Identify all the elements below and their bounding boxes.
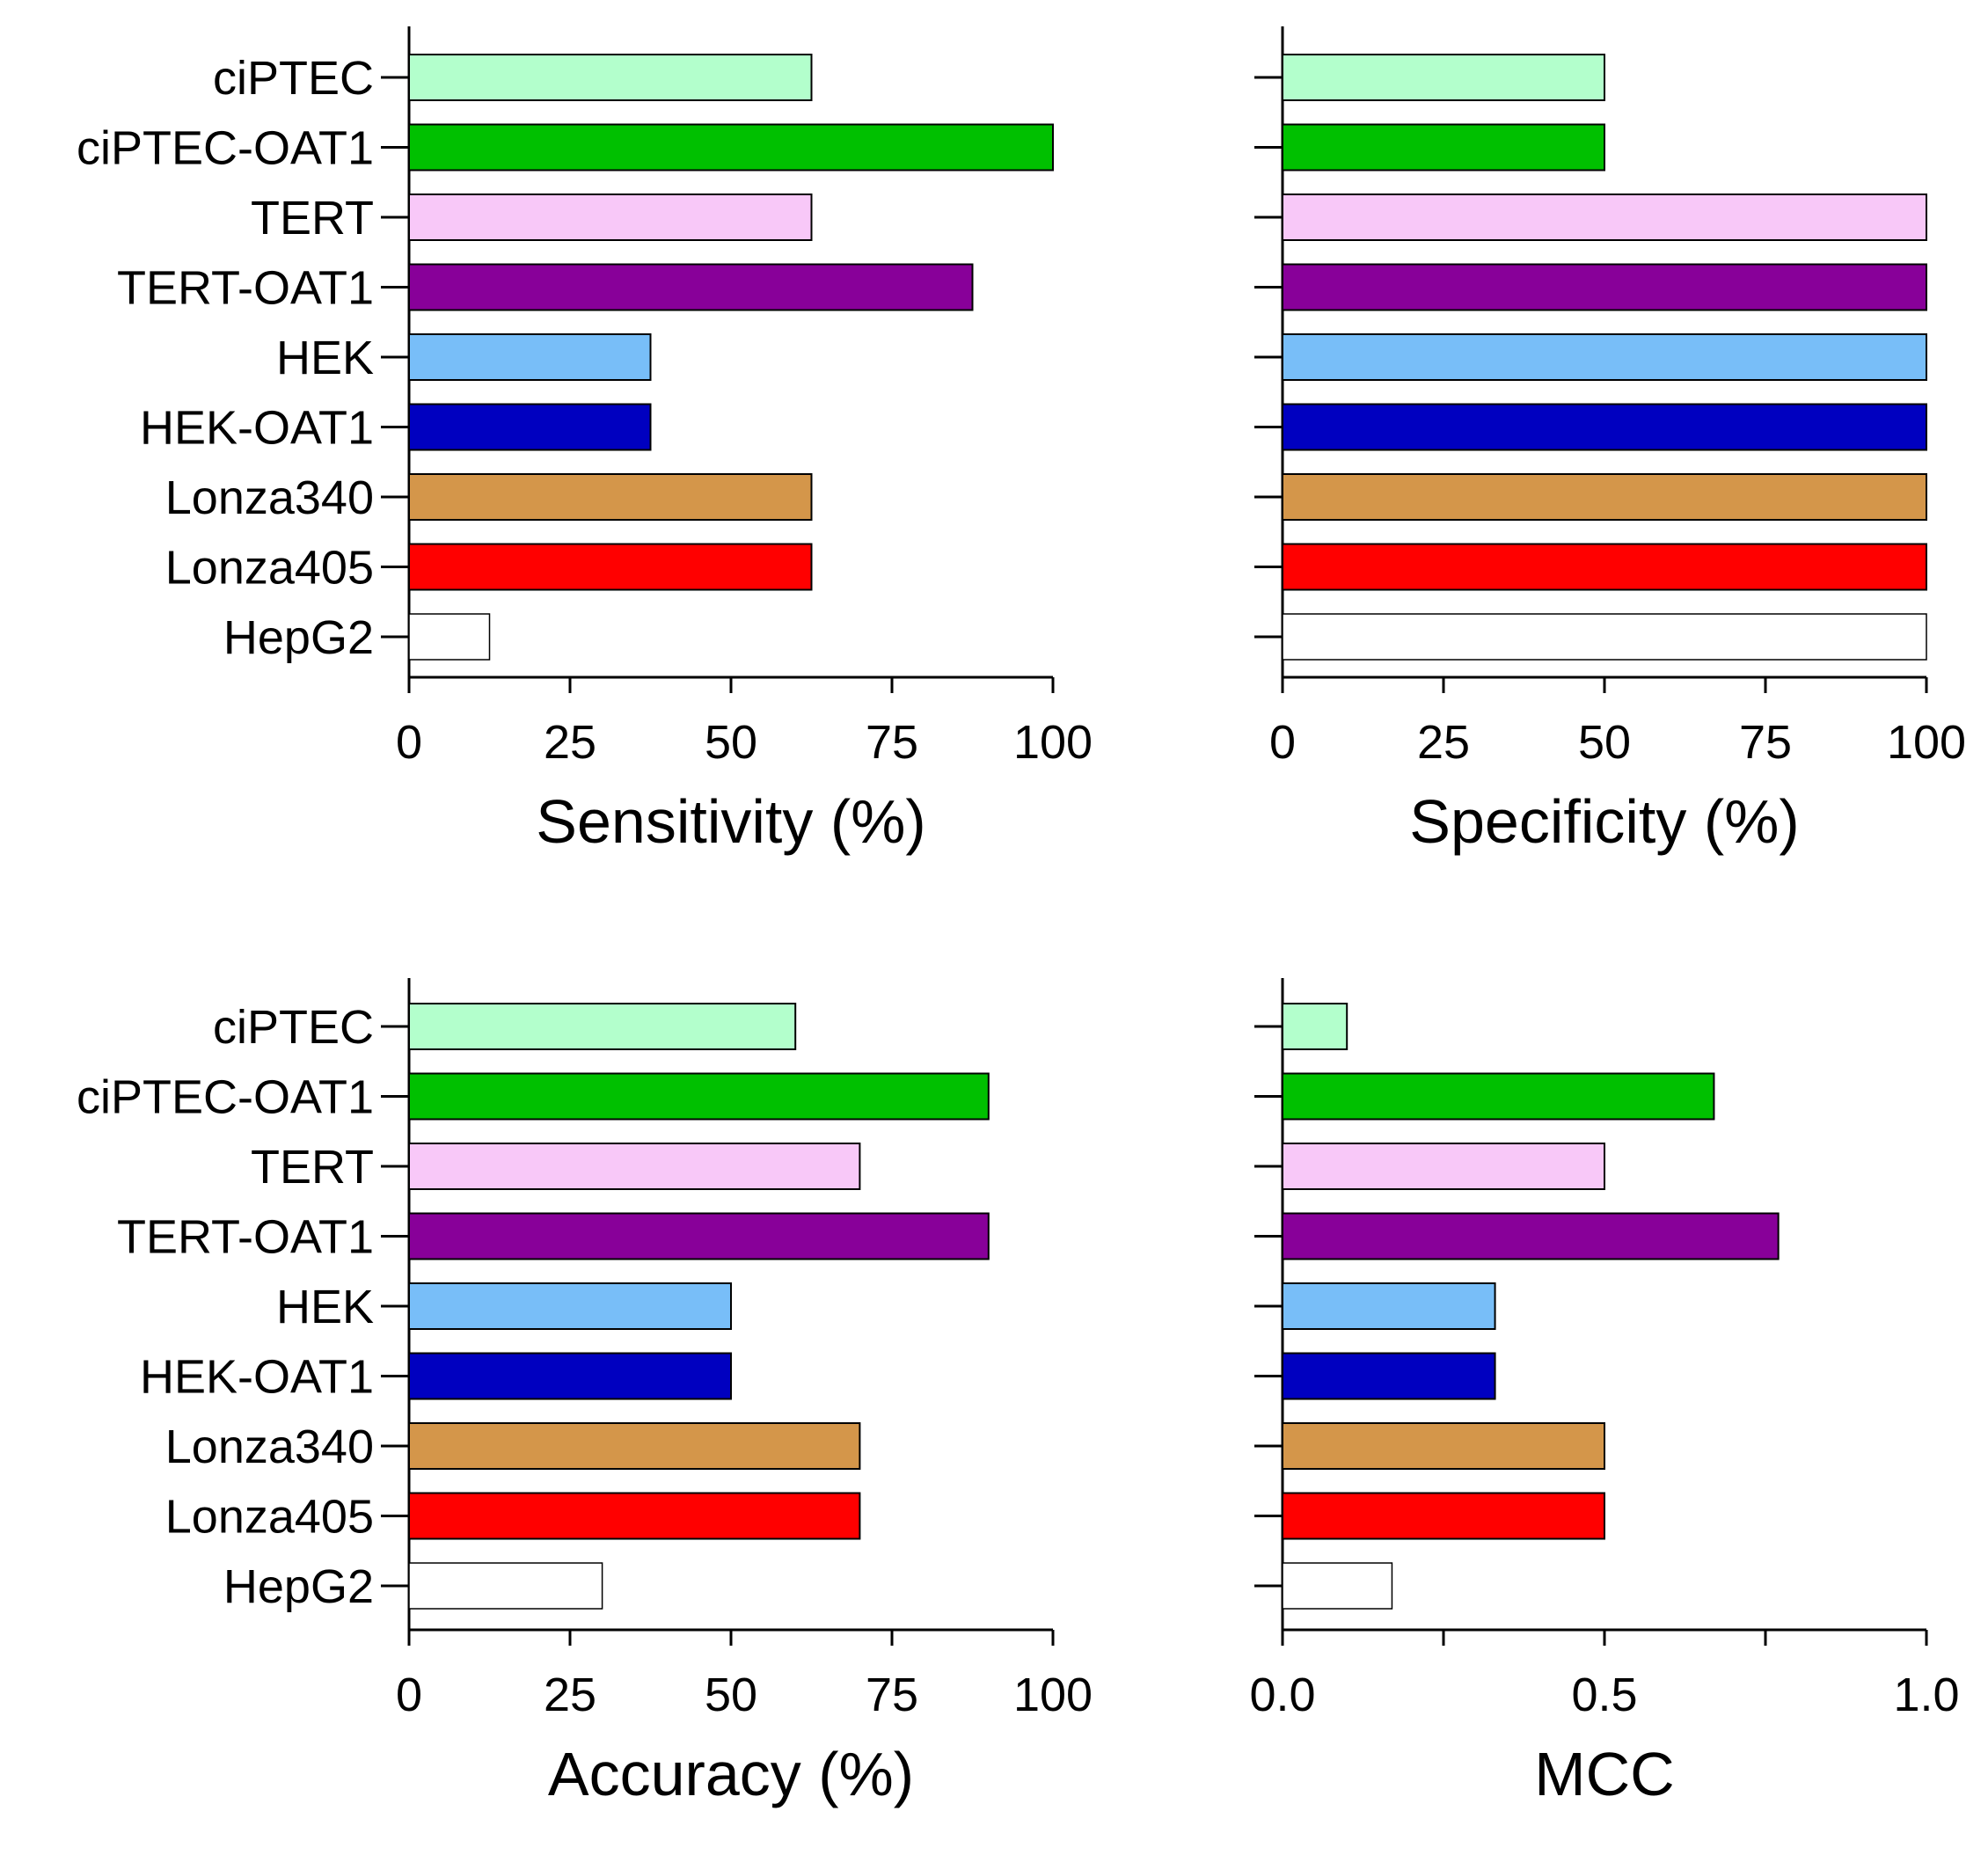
specificity-chart: 0 25 50 75 100 Specificity (%) (1254, 26, 1966, 856)
specificity-bar-tert-oat1 (1282, 263, 1927, 311)
specificity-x-tick-label: 100 (1887, 716, 1966, 769)
sensitivity-bar-lonza405 (408, 543, 813, 591)
sensitivity-category-label-lonza405: Lonza405 (165, 542, 374, 595)
accuracy-category-label-hek: HEK (276, 1281, 374, 1333)
mcc-bar-lonza340 (1282, 1422, 1605, 1470)
specificity-bar-lonza340 (1282, 473, 1927, 521)
mcc-x-tick-label: 0.0 (1249, 1669, 1315, 1721)
accuracy-bar-hepg2 (408, 1562, 603, 1610)
accuracy-category-label-hepg2: HepG2 (223, 1560, 374, 1613)
accuracy-category-label-tert-oat1: TERT-OAT1 (117, 1211, 374, 1264)
specificity-bar-ciptec-oat1 (1282, 123, 1605, 172)
accuracy-category-label-ciptec: ciPTEC (213, 1001, 374, 1054)
accuracy-bar-tert (408, 1143, 861, 1190)
accuracy-bar-lonza340 (408, 1422, 861, 1470)
mcc-bar-lonza405 (1282, 1492, 1605, 1540)
sensitivity-category-label-tert: TERT (251, 192, 374, 245)
sensitivity-bar-lonza340 (408, 473, 813, 521)
mcc-bar-ciptec (1282, 1003, 1348, 1050)
sensitivity-x-tick-label: 100 (1013, 716, 1093, 769)
specificity-bar-hepg2 (1282, 613, 1927, 661)
accuracy-x-tick-label: 50 (705, 1669, 757, 1721)
accuracy-category-label-lonza340: Lonza340 (165, 1420, 374, 1473)
sensitivity-category-label-hek: HEK (276, 332, 374, 384)
sensitivity-bar-tert (408, 194, 813, 241)
mcc-chart: 0.0 0.5 1.0 MCC (1249, 978, 1960, 1808)
mcc-axis-title: MCC (1534, 1740, 1674, 1808)
specificity-bar-lonza405 (1282, 543, 1927, 591)
accuracy-category-label-tert: TERT (251, 1141, 374, 1194)
mcc-bar-hepg2 (1282, 1562, 1393, 1610)
specificity-x-tick-label: 0 (1269, 716, 1296, 769)
specificity-bar-hek (1282, 333, 1927, 381)
mcc-bar-tert (1282, 1143, 1605, 1190)
sensitivity-bar-hek (408, 333, 652, 381)
accuracy-bar-lonza405 (408, 1492, 861, 1540)
specificity-x-tick-label: 50 (1578, 716, 1631, 769)
accuracy-x-tick-label: 25 (544, 1669, 596, 1721)
accuracy-bar-tert-oat1 (408, 1212, 990, 1260)
sensitivity-bar-hepg2 (408, 613, 491, 661)
specificity-bar-ciptec (1282, 54, 1605, 101)
sensitivity-category-label-ciptec: ciPTEC (213, 52, 374, 105)
sensitivity-bar-ciptec (408, 54, 813, 101)
specificity-x-tick-label: 75 (1739, 716, 1792, 769)
accuracy-category-label-hek-oat1: HEK-OAT1 (140, 1351, 374, 1404)
mcc-bar-hek-oat1 (1282, 1352, 1496, 1400)
accuracy-x-tick-label: 0 (396, 1669, 422, 1721)
sensitivity-category-label-hek-oat1: HEK-OAT1 (140, 402, 374, 455)
sensitivity-category-label-ciptec-oat1: ciPTEC-OAT1 (77, 122, 374, 175)
sensitivity-bar-tert-oat1 (408, 263, 974, 311)
accuracy-axis-title: Accuracy (%) (548, 1740, 914, 1808)
accuracy-bar-ciptec-oat1 (408, 1072, 990, 1121)
mcc-bar-hek (1282, 1282, 1496, 1330)
mcc-bar-tert-oat1 (1282, 1212, 1780, 1260)
sensitivity-chart: ciPTEC ciPTEC-OAT1 TERT TERT-OAT1 HEK HEK-OAT… (77, 26, 1093, 856)
sensitivity-category-label-lonza340: Lonza340 (165, 471, 374, 524)
sensitivity-axis-title: Sensitivity (%) (536, 787, 925, 856)
accuracy-x-tick-label: 100 (1013, 1669, 1093, 1721)
specificity-bar-tert (1282, 194, 1927, 241)
specificity-x-tick-label: 25 (1417, 716, 1470, 769)
accuracy-bar-ciptec (408, 1003, 797, 1050)
sensitivity-category-label-hepg2: HepG2 (223, 611, 374, 664)
specificity-axis-title: Specificity (%) (1409, 787, 1799, 856)
mcc-bar-ciptec-oat1 (1282, 1072, 1715, 1121)
accuracy-chart: ciPTEC ciPTEC-OAT1 TERT TERT-OAT1 HEK HEK-OAT… (77, 978, 1093, 1808)
specificity-bar-hek-oat1 (1282, 403, 1927, 451)
sensitivity-x-tick-label: 0 (396, 716, 422, 769)
accuracy-category-label-lonza405: Lonza405 (165, 1491, 374, 1544)
accuracy-category-label-ciptec-oat1: ciPTEC-OAT1 (77, 1071, 374, 1124)
sensitivity-x-tick-label: 50 (705, 716, 757, 769)
sensitivity-x-tick-label: 25 (544, 716, 596, 769)
sensitivity-bar-hek-oat1 (408, 403, 652, 451)
accuracy-bar-hek (408, 1282, 732, 1330)
sensitivity-category-label-tert-oat1: TERT-OAT1 (117, 262, 374, 315)
accuracy-x-tick-label: 75 (866, 1669, 918, 1721)
mcc-x-tick-label: 1.0 (1893, 1669, 1959, 1721)
mcc-x-tick-label: 0.5 (1571, 1669, 1637, 1721)
sensitivity-bar-ciptec-oat1 (408, 123, 1054, 172)
sensitivity-x-tick-label: 75 (866, 716, 918, 769)
accuracy-bar-hek-oat1 (408, 1352, 732, 1400)
